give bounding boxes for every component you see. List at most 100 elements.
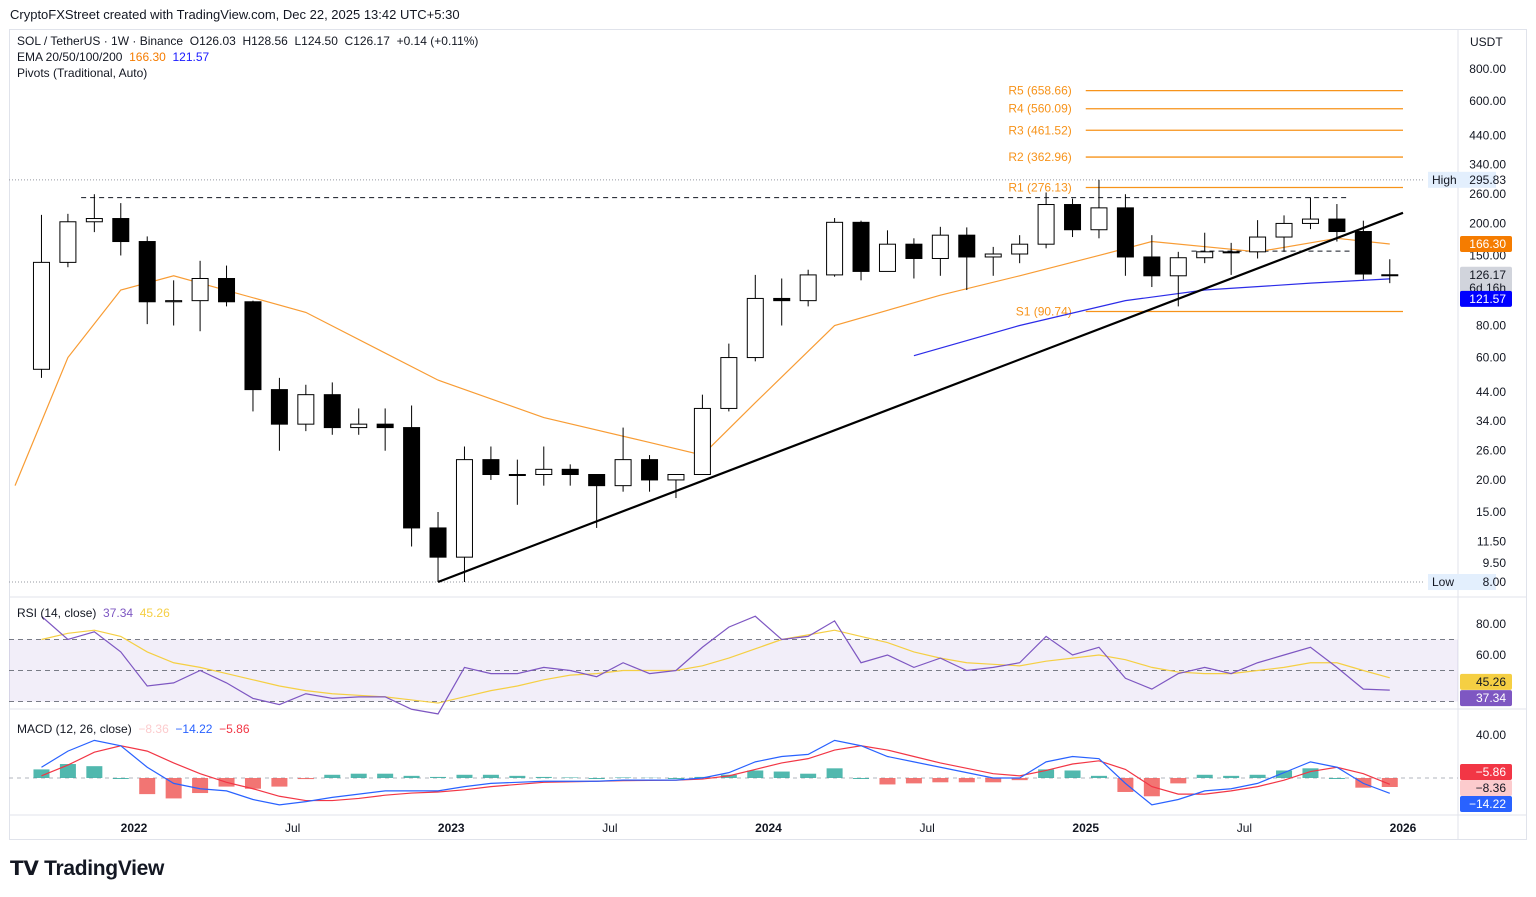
macd-histogram-bar xyxy=(1038,769,1055,778)
pivot-label: R1 (276.13) xyxy=(1008,181,1071,195)
macd-histogram-bar xyxy=(244,778,261,789)
pivot-label: R4 (560.09) xyxy=(1008,102,1071,116)
macd-badge-value: −14.22 xyxy=(1469,797,1506,811)
macd-histogram-bar xyxy=(350,773,367,778)
price-badge xyxy=(1460,235,1512,252)
time-tick-label: Jul xyxy=(602,821,617,835)
candle-body xyxy=(1328,218,1346,233)
candle-body xyxy=(746,297,764,359)
rsi-badge-value: 37.34 xyxy=(1476,691,1506,705)
macd-histogram-bar xyxy=(773,771,790,778)
price-tick-label: 20.00 xyxy=(1476,473,1506,487)
candle-body xyxy=(561,468,579,476)
candle-body xyxy=(931,234,949,259)
macd-histogram-bar xyxy=(430,776,447,778)
macd-histogram-bar xyxy=(958,778,975,783)
macd-line-value: −14.22 xyxy=(175,722,213,736)
candle-body xyxy=(614,459,632,487)
macd-histogram-bar xyxy=(879,778,896,785)
macd-histogram-bar xyxy=(1302,768,1319,778)
chart-frame xyxy=(9,29,1527,840)
macd-histogram-bar xyxy=(86,766,103,778)
rsi-label: RSI (14, close) xyxy=(17,606,97,620)
macd-histogram-bar xyxy=(826,768,843,778)
candle-body xyxy=(429,527,447,558)
price-badge-value: 166.30 xyxy=(1469,237,1506,251)
ohlc-values: O126.03 H128.56 L124.50 C126.17 +0.14 (+… xyxy=(189,34,479,48)
candle-body xyxy=(191,277,209,302)
ascending-trendline xyxy=(437,211,1404,584)
high-badge xyxy=(1428,171,1496,188)
macd-histogram-bar xyxy=(747,770,764,778)
tradingview-logo[interactable]: 𝗧𝗩 TradingView xyxy=(10,856,164,881)
rsi-legend[interactable]: RSI (14, close) 37.34 45.26 xyxy=(17,606,170,620)
ema-blue-line xyxy=(913,278,1390,357)
candle-body xyxy=(403,427,421,529)
ema-label: EMA 20/50/100/200 xyxy=(17,50,123,64)
macd-histogram-bar xyxy=(535,776,552,778)
macd-histogram-bar xyxy=(615,777,632,778)
candle-body xyxy=(323,394,341,429)
rsi-badge xyxy=(1460,690,1512,707)
currency-label[interactable]: USDT xyxy=(1470,35,1503,49)
rsi-ma-line xyxy=(41,629,1390,704)
symbol-legend[interactable]: SOL / TetherUS · 1W · Binance O126.03 H1… xyxy=(17,34,478,48)
price-tick-label: 440.00 xyxy=(1469,129,1506,143)
candle-body xyxy=(535,468,553,476)
macd-histogram-bar xyxy=(192,778,209,794)
macd-legend[interactable]: MACD (12, 26, close) −8.36 −14.22 −5.86 xyxy=(17,722,250,736)
macd-histogram-bar xyxy=(297,778,314,780)
macd-badge xyxy=(1460,780,1512,796)
macd-badge-value: −5.86 xyxy=(1476,765,1507,779)
candle-body xyxy=(1249,236,1267,253)
macd-histogram-bar xyxy=(1064,770,1081,778)
candle-body xyxy=(59,221,77,263)
macd-badge xyxy=(1460,796,1512,812)
candle-body xyxy=(244,301,262,391)
price-tick-label: 26.00 xyxy=(1476,444,1506,458)
ema-legend[interactable]: EMA 20/50/100/200 166.30 121.57 xyxy=(17,50,209,64)
price-tick-label: 260.00 xyxy=(1469,187,1506,201)
candle-body xyxy=(376,423,394,429)
macd-histogram-bar xyxy=(377,773,394,778)
candle-body xyxy=(1381,274,1399,277)
price-tick-label: 600.00 xyxy=(1469,94,1506,108)
price-tick-label: 34.00 xyxy=(1476,414,1506,428)
rsi-line xyxy=(41,615,1390,715)
symbol-name: SOL / TetherUS · 1W · Binance xyxy=(17,34,184,48)
candle-body xyxy=(482,459,500,476)
time-tick-label: 2022 xyxy=(121,821,148,835)
ema-value-orange: 166.30 xyxy=(129,50,166,64)
time-tick-label: Jul xyxy=(285,821,300,835)
macd-histogram-bar xyxy=(1170,778,1187,784)
high-label: High xyxy=(1432,173,1457,187)
rsi-tick-label: 80.00 xyxy=(1476,617,1506,631)
macd-histogram-bar xyxy=(1381,778,1398,787)
macd-signal-value: −5.86 xyxy=(219,722,250,736)
macd-histogram-bar xyxy=(985,778,1002,783)
pivots-legend[interactable]: Pivots (Traditional, Auto) xyxy=(17,66,148,80)
price-badge xyxy=(1460,266,1512,295)
price-tick-label: 800.00 xyxy=(1469,62,1506,76)
time-tick-label: 2026 xyxy=(1390,821,1417,835)
low-badge xyxy=(1428,574,1496,591)
candle-body xyxy=(1169,257,1187,277)
macd-histogram-bar xyxy=(905,778,922,784)
macd-histogram-bar xyxy=(271,778,288,787)
macd-histogram-bar xyxy=(165,778,182,799)
time-tick-label: 2024 xyxy=(755,821,782,835)
macd-histogram-bar xyxy=(800,773,817,778)
macd-histogram-bar xyxy=(1117,778,1134,792)
candle-body xyxy=(1064,204,1082,231)
time-tick-label: Jul xyxy=(919,821,934,835)
candle-body xyxy=(218,277,236,303)
candle-body xyxy=(508,474,526,477)
candle-body xyxy=(826,221,844,276)
candle-body xyxy=(1275,222,1293,238)
macd-histogram-bar xyxy=(482,774,499,778)
candle-body xyxy=(165,300,183,303)
macd-histogram-bar xyxy=(509,775,526,778)
pivot-label: R5 (658.66) xyxy=(1008,84,1071,98)
